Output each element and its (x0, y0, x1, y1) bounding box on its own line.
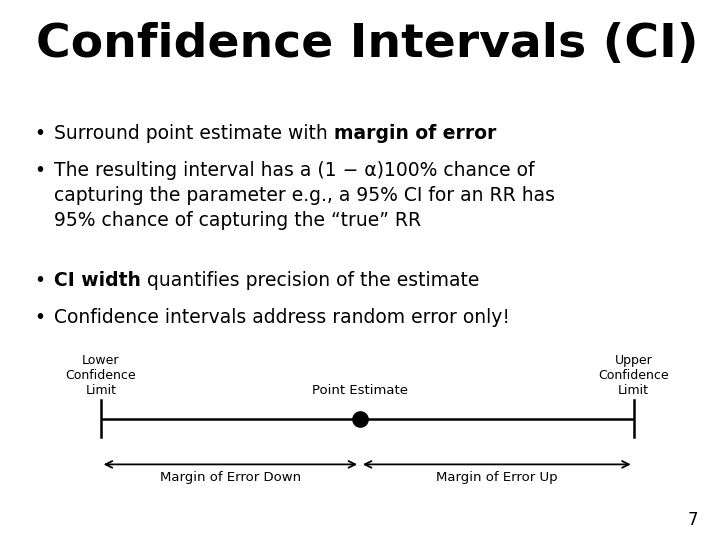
Text: Margin of Error Up: Margin of Error Up (436, 471, 557, 484)
Text: The resulting interval has a (1 − α)100% chance of
capturing the parameter e.g.,: The resulting interval has a (1 − α)100%… (54, 161, 555, 230)
Text: Margin of Error Down: Margin of Error Down (160, 471, 301, 484)
Text: Confidence Intervals (CI): Confidence Intervals (CI) (36, 22, 698, 66)
Text: •: • (34, 161, 45, 180)
Text: CI width: CI width (54, 271, 141, 290)
Text: Confidence intervals address random error only!: Confidence intervals address random erro… (54, 308, 510, 327)
Text: •: • (34, 271, 45, 290)
Text: Point Estimate: Point Estimate (312, 384, 408, 397)
Text: •: • (34, 124, 45, 143)
Text: Lower
Confidence
Limit: Lower Confidence Limit (66, 354, 136, 397)
Text: Upper
Confidence
Limit: Upper Confidence Limit (598, 354, 669, 397)
Text: quantifies precision of the estimate: quantifies precision of the estimate (141, 271, 480, 290)
Text: 7: 7 (688, 511, 698, 529)
Text: margin of error: margin of error (334, 124, 496, 143)
Text: •: • (34, 308, 45, 327)
Text: Surround point estimate with: Surround point estimate with (54, 124, 334, 143)
